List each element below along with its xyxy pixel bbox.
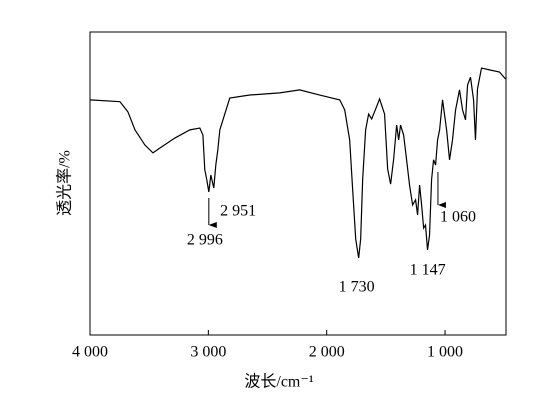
peak-label: 1 730 <box>339 279 375 296</box>
x-axis-label: 波长/cm⁻¹ <box>244 373 313 391</box>
x-tick-label: 1 000 <box>427 344 463 361</box>
peak-label: 2 996 <box>187 232 223 249</box>
peak-label: 1 060 <box>440 209 476 226</box>
spectrum-line <box>89 67 506 259</box>
y-axis-label: 透光率/% <box>56 150 74 216</box>
x-tick-label: 4 000 <box>72 344 108 361</box>
plot-frame <box>89 31 507 336</box>
peak-label: 1 147 <box>410 262 446 279</box>
x-tick-label: 3 000 <box>190 344 226 361</box>
peak-label: 2 951 <box>220 203 256 220</box>
x-tick-label: 2 000 <box>309 344 345 361</box>
